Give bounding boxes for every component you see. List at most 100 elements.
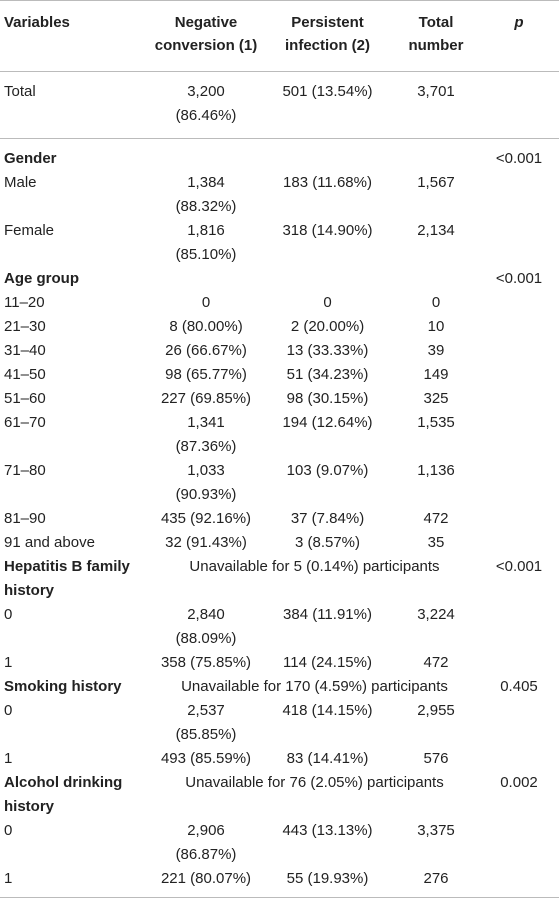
table-cell: 221 (80.07%)	[150, 867, 262, 898]
table-cell	[479, 459, 559, 507]
table-cell: 3,375	[417, 822, 455, 839]
header-cell: Persistent infection (2)	[262, 0, 393, 72]
table-row: 41–50 98 (65.77%) 51 (34.23%) 149	[0, 363, 559, 387]
table-cell: 98 (65.77%)	[165, 366, 247, 383]
table-cell	[479, 339, 559, 363]
table-cell	[479, 71, 559, 139]
p-value: <0.001	[495, 270, 543, 287]
table-cell: 2,906 (86.87%)	[175, 822, 237, 863]
table-cell: 443 (13.13%)	[282, 822, 373, 839]
header-cell: Variables	[0, 0, 150, 72]
table-row: 1 221 (80.07%) 55 (19.93%) 276	[0, 867, 559, 898]
table-row: 61–70 1,341 (87.36%) 194 (12.64%) 1,535	[0, 411, 559, 459]
table-cell: 358 (75.85%)	[160, 654, 252, 671]
table-cell: 0	[4, 702, 13, 719]
table-row: Total 3,200 (86.46%) 501 (13.54%) 3,701	[0, 71, 559, 139]
table-row: Age group <0.001	[0, 267, 559, 291]
table-cell	[479, 819, 559, 867]
header-row: Variables Negative conversion (1) Persiste…	[0, 0, 559, 72]
table-cell: 0	[323, 294, 332, 311]
table-cell: 183 (11.68%)	[283, 174, 372, 191]
p-value: 0.002	[500, 774, 538, 791]
table-cell: 1,816 (85.10%)	[175, 222, 237, 263]
table-cell: 435 (92.16%)	[160, 510, 252, 527]
table-cell: 103 (9.07%)	[286, 462, 369, 479]
table-cell: 325	[423, 390, 449, 407]
table-cell: 41–50	[4, 366, 46, 383]
table-row: Gender <0.001	[0, 139, 559, 172]
table-row: 71–80 1,033 (90.93%) 103 (9.07%) 1,136	[0, 459, 559, 507]
table-cell: 2,840 (88.09%)	[175, 606, 237, 647]
header-cell: Negative conversion (1)	[150, 0, 262, 72]
table-cell: 114 (24.15%)	[283, 654, 372, 671]
data-table: Variables Negative conversion (1) Persiste…	[0, 0, 559, 898]
table-cell	[479, 747, 559, 771]
table-cell	[479, 363, 559, 387]
section-note: Unavailable for 76 (2.05%) participants	[185, 774, 444, 791]
table-cell: 1	[0, 867, 150, 898]
table-cell: 91 and above	[4, 534, 95, 551]
table-cell: 11–20	[4, 294, 45, 311]
table-cell: 3 (8.57%)	[294, 534, 361, 551]
table-cell: 3,701	[393, 71, 479, 139]
table-cell: 472	[423, 510, 449, 527]
table-cell: 1	[4, 750, 13, 767]
table-cell	[479, 291, 559, 315]
table-row: 0 2,840 (88.09%) 384 (11.91%) 3,224	[0, 603, 559, 651]
table-cell: 2,134	[417, 222, 455, 239]
table-cell	[479, 867, 559, 898]
section-note: Unavailable for 5 (0.14%) participants	[189, 558, 440, 575]
table-cell	[479, 387, 559, 411]
p-value: 0.405	[500, 678, 538, 695]
table-cell: 1,384 (88.32%)	[175, 174, 237, 215]
table-cell: 2,955	[417, 702, 455, 719]
table-cell	[479, 651, 559, 675]
table-row: Hepatitis B family history Unavailable fo…	[0, 555, 559, 603]
table-cell: 3,200 (86.46%)	[150, 71, 262, 139]
table-cell: 55 (19.93%)	[262, 867, 393, 898]
table-cell: 1,033 (90.93%)	[175, 462, 237, 503]
table-cell	[479, 603, 559, 651]
table-cell: 0	[4, 606, 13, 623]
table-cell: 0	[431, 294, 441, 311]
table-cell	[479, 531, 559, 555]
table-cell: 98 (30.15%)	[286, 390, 369, 407]
table-cell: 1,535	[417, 414, 455, 431]
table-cell: 13 (33.33%)	[286, 342, 369, 359]
table-cell: 276	[393, 867, 479, 898]
table-cell	[479, 507, 559, 531]
table-row: 21–30 8 (80.00%) 2 (20.00%) 10	[0, 315, 559, 339]
table-cell: 37 (7.84%)	[290, 510, 365, 527]
table-cell	[150, 267, 479, 291]
table-row: Alcohol drinking history Unavailable for …	[0, 771, 559, 819]
table-row: 0 2,537 (85.85%) 418 (14.15%) 2,955	[0, 699, 559, 747]
table-cell: 493 (85.59%)	[160, 750, 252, 767]
table-cell: 31–40	[4, 342, 46, 359]
table-cell: 0	[201, 294, 211, 311]
table-cell: 227 (69.85%)	[160, 390, 252, 407]
table-cell: 26 (66.67%)	[165, 342, 247, 359]
table-cell: 3,224	[417, 606, 455, 623]
section-label: Hepatitis B family history	[4, 558, 130, 599]
table-cell	[479, 411, 559, 459]
table-row: 81–90 435 (92.16%) 37 (7.84%) 472	[0, 507, 559, 531]
table-cell: Male	[4, 174, 37, 191]
table-row: 1 358 (75.85%) 114 (24.15%) 472	[0, 651, 559, 675]
table-cell: 384 (11.91%)	[283, 606, 372, 623]
table-cell: 472	[423, 654, 449, 671]
table-cell: 1	[4, 654, 13, 671]
section-label: Alcohol drinking history	[4, 774, 123, 815]
table-row: 1 493 (85.59%) 83 (14.41%) 576	[0, 747, 559, 771]
table-cell: 149	[423, 366, 449, 383]
table-cell: 418 (14.15%)	[282, 702, 373, 719]
table-cell: 2 (20.00%)	[290, 318, 365, 335]
table-cell: 2,537 (85.85%)	[175, 702, 237, 743]
table-cell: 8 (80.00%)	[169, 318, 243, 335]
table-row: Smoking history Unavailable for 170 (4.59…	[0, 675, 559, 699]
table-row: 0 2,906 (86.87%) 443 (13.13%) 3,375	[0, 819, 559, 867]
table-row: Female 1,816 (85.10%) 318 (14.90%) 2,134	[0, 219, 559, 267]
table-row: Male 1,384 (88.32%) 183 (11.68%) 1,567	[0, 171, 559, 219]
table-cell: 81–90	[4, 510, 46, 527]
table-cell: 51–60	[4, 390, 46, 407]
table-cell: 194 (12.64%)	[282, 414, 373, 431]
